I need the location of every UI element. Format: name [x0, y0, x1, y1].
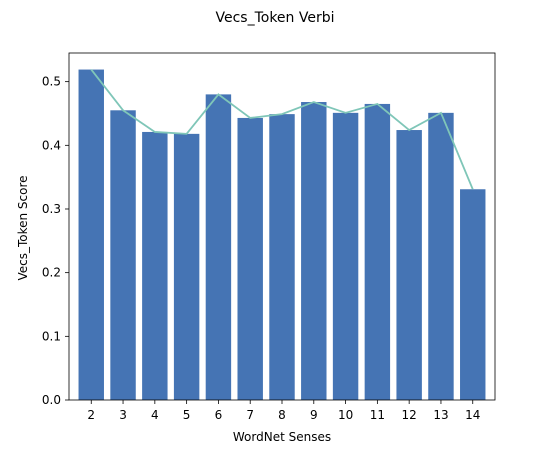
x-tick-label: 2	[87, 408, 95, 422]
x-tick-label: 8	[278, 408, 286, 422]
y-axis-label: Vecs_Token Score	[16, 175, 30, 280]
x-tick-label: 12	[402, 408, 417, 422]
line-layer	[90, 69, 474, 190]
bar-9	[301, 102, 327, 400]
y-tick-label: 0.3	[42, 202, 61, 216]
bar-11	[364, 103, 391, 400]
y-tick-label: 0.4	[42, 138, 61, 152]
bar-14	[460, 189, 486, 400]
x-tick-label: 10	[338, 408, 353, 422]
chart-title: Vecs_Token Verbi	[215, 10, 334, 26]
bar-13	[428, 112, 454, 400]
x-tick-label: 7	[246, 408, 254, 422]
y-tick-label: 0.2	[42, 266, 61, 280]
bar-5	[173, 133, 200, 401]
y-tick-label: 0.1	[42, 329, 61, 343]
x-tick-label: 5	[183, 408, 191, 422]
x-axis-ticks: 2 3 4 5 6 7 8 9 10 11 12 13 14	[87, 400, 480, 422]
bar-10	[332, 112, 359, 400]
bar-8	[269, 114, 295, 401]
bar-7	[237, 117, 263, 401]
x-tick-label: 3	[119, 408, 127, 422]
y-tick-label: 0.0	[42, 393, 61, 407]
x-axis-label: WordNet Senses	[233, 430, 331, 444]
bar-3	[110, 110, 136, 401]
x-tick-label: 6	[215, 408, 223, 422]
x-tick-label: 9	[310, 408, 318, 422]
bar-12	[396, 130, 422, 401]
bar-4	[142, 131, 168, 401]
bar-2	[78, 69, 104, 400]
y-axis-ticks: 0.0 0.1 0.2 0.3 0.4 0.5	[42, 75, 69, 407]
bars-group	[78, 69, 486, 401]
x-tick-label: 13	[433, 408, 448, 422]
series-line	[90, 69, 474, 190]
x-tick-label: 14	[465, 408, 480, 422]
x-tick-label: 4	[151, 408, 159, 422]
y-tick-label: 0.5	[42, 75, 61, 89]
bar-6	[205, 94, 232, 401]
x-tick-label: 11	[370, 408, 385, 422]
